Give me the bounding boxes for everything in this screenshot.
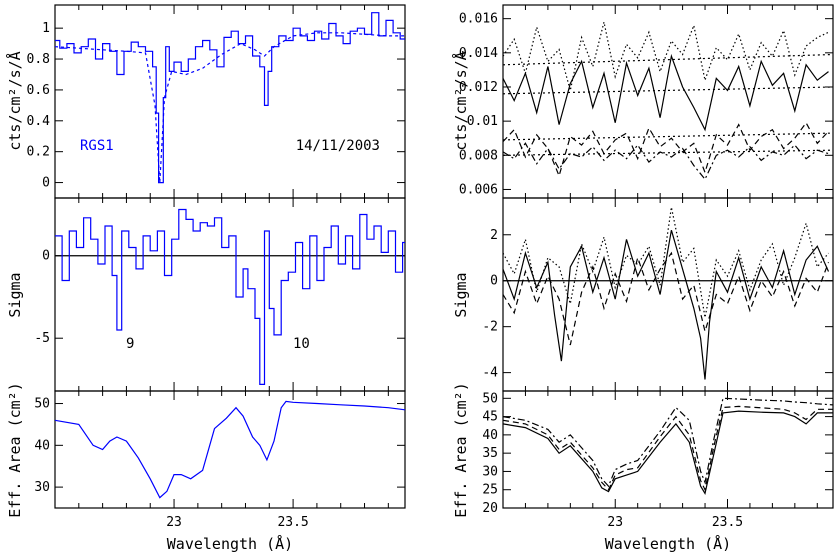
right-middle-residual-solid-line <box>502 230 830 380</box>
left-bottom-ylabel: Eff. Area (cm²) <box>6 382 24 517</box>
left-middle-ytick-label: 0 <box>42 249 50 264</box>
left-middle-frame <box>54 197 406 392</box>
right-top-ylabel: cts/cm²/s/Å <box>451 51 470 150</box>
right-top-frame <box>502 4 834 199</box>
right-top-ytick-label: 0.006 <box>459 182 498 197</box>
left-top-ytick-label: 0.4 <box>27 114 51 129</box>
right-top-model-1-line <box>502 53 834 66</box>
right-top-data-dotted-line <box>502 21 829 91</box>
line-10-label: 10 <box>293 336 310 352</box>
left-top-ytick-label: 0.8 <box>27 52 50 67</box>
right-middle-ylabel: Sigma <box>452 272 470 317</box>
right-bottom-ytick-label: 20 <box>482 501 498 516</box>
right-top-ytick-label: 0.008 <box>459 148 498 163</box>
right-bottom-area-solid-line <box>502 410 833 495</box>
right-bottom-xtick-label: 23 <box>607 515 623 530</box>
right-top-ytick-label: 0.014 <box>459 46 498 61</box>
right-top-model-3-line <box>502 132 834 141</box>
right-top-data-dashdot-line <box>502 142 829 181</box>
right-middle-ytick-label: -4 <box>482 366 498 381</box>
left-bottom-ytick-label: 30 <box>34 480 50 495</box>
left-bottom-xtick-label: 23.5 <box>277 515 308 530</box>
left-top-frame <box>54 4 406 199</box>
right-bottom-ytick-label: 35 <box>482 446 498 461</box>
right-bottom-ytick-label: 40 <box>482 428 498 443</box>
left-top-data-line <box>55 12 405 184</box>
right-middle-ytick-label: 0 <box>490 274 498 289</box>
right-bottom-area-dashed-line <box>502 405 833 492</box>
right-bottom-ytick-label: 50 <box>482 391 498 406</box>
right-top-data-dashed-line <box>502 121 829 178</box>
right-top-model-4-line <box>502 149 834 156</box>
date-label: 14/11/2003 <box>296 138 380 154</box>
left-bottom-xtick-label: 23 <box>166 515 182 530</box>
left-middle-ytick-label: -5 <box>34 331 50 346</box>
left-top-ytick-label: 0.2 <box>27 145 50 160</box>
right-top-model-2-line <box>502 86 834 95</box>
right-middle-ytick-label: 2 <box>490 228 498 243</box>
left-middle-residual-line <box>55 208 405 385</box>
right-top-ytick-label: 0.01 <box>467 114 498 129</box>
right-bottom-frame <box>502 390 834 509</box>
left-bottom-ytick-label: 40 <box>34 438 50 453</box>
left-top-ylabel: cts/cm²/s/Å <box>5 51 24 150</box>
line-9-label: 9 <box>126 336 134 352</box>
right-bottom-ytick-label: 45 <box>482 410 498 425</box>
right-middle-ytick-label: -2 <box>482 320 498 335</box>
left-middle-ylabel: Sigma <box>6 272 24 317</box>
rgs1-label: RGS1 <box>80 138 114 154</box>
right-xlabel: Wavelength (Å) <box>605 534 731 553</box>
left-top-ytick-label: 0 <box>42 176 50 191</box>
right-top-data-solid-line <box>502 53 829 132</box>
right-bottom-ytick-label: 30 <box>482 464 498 479</box>
left-top-ytick-label: 1 <box>42 21 50 36</box>
right-bottom-ytick-label: 25 <box>482 483 498 498</box>
right-top-ytick-label: 0.012 <box>459 80 498 95</box>
left-bottom-frame <box>54 390 406 509</box>
plot-layer: 0 0.2 0.4 0.6 0.8 1 -5 0 30 40 50 23 23.5 0.006 0.008 0… <box>27 5 834 530</box>
right-bottom-xtick-label: 23.5 <box>712 515 743 530</box>
left-top-ytick-label: 0.6 <box>27 83 50 98</box>
right-bottom-ylabel: Eff. Area (cm²) <box>452 382 470 517</box>
right-bottom-area-dashdot-line <box>502 397 834 488</box>
left-bottom-area-line <box>54 400 406 499</box>
left-bottom-ytick-label: 50 <box>34 397 50 412</box>
right-middle-residual-dashed-line <box>502 251 830 346</box>
right-top-ytick-label: 0.016 <box>459 12 498 27</box>
left-top-model-line <box>54 32 405 183</box>
left-xlabel: Wavelength (Å) <box>167 534 293 553</box>
